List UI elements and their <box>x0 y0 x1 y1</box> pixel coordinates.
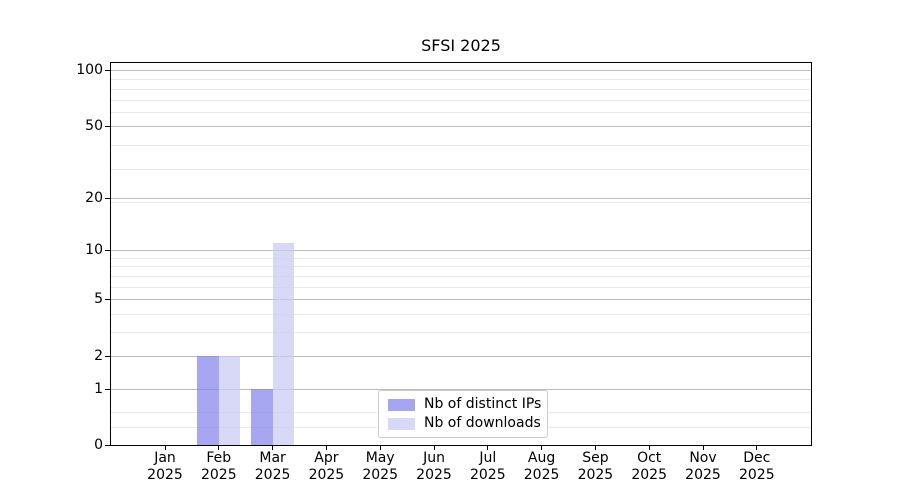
y-tick-label: 50 <box>85 117 103 134</box>
x-tick-label: Jun 2025 <box>404 450 464 484</box>
x-tick <box>648 446 650 450</box>
gridline-minor <box>111 314 811 316</box>
y-tick-label: 10 <box>85 242 103 259</box>
x-tick <box>164 446 166 450</box>
plot-area <box>110 62 812 446</box>
x-tick <box>702 446 704 450</box>
x-tick-label-month: Sep <box>582 450 609 466</box>
x-tick-label-month: Apr <box>314 450 339 466</box>
y-tick-label: 2 <box>94 347 103 364</box>
x-tick-label-month: Jun <box>423 450 445 466</box>
gridline-minor <box>111 276 811 278</box>
x-tick-label-month: Jan <box>154 450 176 466</box>
y-tick <box>105 197 110 199</box>
bar-distinct-ips-mar <box>251 388 273 445</box>
gridline-major <box>111 299 811 301</box>
gridline-major <box>111 355 811 357</box>
y-tick <box>105 250 110 252</box>
x-tick-label-year: 2025 <box>631 467 667 483</box>
x-tick <box>487 446 489 450</box>
gridline-minor <box>111 266 811 268</box>
bar-distinct-ips-feb <box>197 355 219 445</box>
x-tick <box>541 446 543 450</box>
x-tick-label-month: Mar <box>259 450 286 466</box>
y-tick <box>105 299 110 301</box>
x-tick-label-month: Nov <box>689 450 717 466</box>
x-tick-label: Sep 2025 <box>565 450 625 484</box>
y-tick-label: 100 <box>76 62 103 78</box>
gridline-minor <box>111 88 811 90</box>
x-tick-label-year: 2025 <box>254 467 291 483</box>
y-tick-label: 5 <box>94 291 103 308</box>
x-tick-label-month: Jul <box>479 450 497 466</box>
x-tick-label-year: 2025 <box>147 467 183 483</box>
y-tick-label: 20 <box>85 189 103 206</box>
x-tick-label-year: 2025 <box>308 467 345 483</box>
x-tick-label-month: May <box>365 450 395 466</box>
y-tick-label: 1 <box>94 380 103 397</box>
gridline-minor <box>111 112 811 114</box>
x-tick-label-month: Oct <box>637 450 662 466</box>
legend-swatch-downloads <box>388 417 415 430</box>
gridline-minor <box>111 332 811 334</box>
y-tick <box>105 125 110 127</box>
gridline-minor <box>111 201 811 203</box>
legend-label-downloads: Nb of downloads <box>424 415 541 431</box>
gridline-major <box>111 125 811 127</box>
legend-label-distinct-ips: Nb of distinct IPs <box>424 396 542 412</box>
x-tick <box>218 446 220 450</box>
x-tick <box>325 446 327 450</box>
bar-downloads-feb <box>218 355 241 445</box>
legend-item-downloads: Nb of downloads <box>388 415 541 431</box>
x-tick <box>756 446 758 450</box>
gridline-minor <box>111 257 811 259</box>
x-tick-label-year: 2025 <box>416 467 452 483</box>
chart-title: SFSI 2025 <box>421 36 501 55</box>
x-tick-label: Jan 2025 <box>135 450 195 484</box>
x-tick <box>272 446 274 450</box>
legend-swatch-distinct-ips <box>388 398 415 411</box>
y-tick <box>105 445 110 446</box>
x-tick-label-year: 2025 <box>685 467 721 483</box>
gridline-minor <box>111 168 811 170</box>
x-tick-label: Aug 2025 <box>512 450 572 484</box>
gridline-major <box>111 250 811 252</box>
x-tick <box>379 446 381 450</box>
x-tick-label-year: 2025 <box>738 467 775 483</box>
gridline-major <box>111 388 811 390</box>
y-tick <box>105 388 110 390</box>
y-tick-label: 0 <box>94 437 103 453</box>
legend-item-distinct-ips: Nb of distinct IPs <box>388 396 542 412</box>
x-tick-label-month: Dec <box>743 450 771 466</box>
gridline-minor <box>111 99 811 101</box>
x-tick-label: Feb 2025 <box>189 450 249 484</box>
x-tick-label: Apr 2025 <box>296 450 356 484</box>
x-tick-label-year: 2025 <box>523 467 560 483</box>
x-tick-label-year: 2025 <box>362 467 398 483</box>
x-tick <box>433 446 435 450</box>
legend: Nb of distinct IPs Nb of downloads <box>378 390 548 438</box>
gridline-minor <box>111 286 811 288</box>
x-tick-label: Jul 2025 <box>458 450 518 484</box>
x-tick-label: May 2025 <box>350 450 410 484</box>
x-tick-label-year: 2025 <box>469 467 506 483</box>
gridline-minor <box>111 145 811 147</box>
x-tick-label-month: Aug <box>527 450 556 466</box>
x-tick-label-month: Feb <box>206 450 232 466</box>
x-tick-label: Dec 2025 <box>727 450 787 484</box>
bar-downloads-mar <box>272 243 295 445</box>
y-tick <box>105 70 110 71</box>
x-tick-label: Nov 2025 <box>673 450 733 484</box>
gridline-major <box>111 197 811 199</box>
x-tick-label: Oct 2025 <box>619 450 679 484</box>
x-tick-label-year: 2025 <box>200 467 237 483</box>
x-tick-label-year: 2025 <box>577 467 614 483</box>
x-tick <box>594 446 596 450</box>
gridline-minor <box>111 79 811 81</box>
y-tick <box>105 355 110 357</box>
x-tick-label: Mar 2025 <box>243 450 303 484</box>
gridline-major <box>111 70 811 71</box>
